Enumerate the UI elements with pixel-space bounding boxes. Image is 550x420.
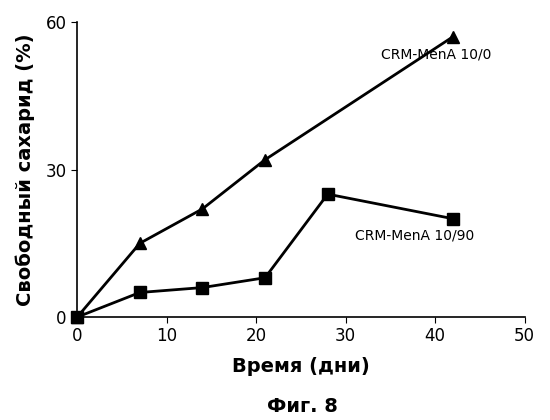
- Text: Фиг. 8: Фиг. 8: [267, 397, 338, 416]
- Text: CRM-MenA 10/0: CRM-MenA 10/0: [381, 47, 492, 61]
- Y-axis label: Свободный сахарид (%): Свободный сахарид (%): [15, 33, 35, 306]
- X-axis label: Время (дни): Время (дни): [232, 357, 370, 375]
- Text: CRM-MenA 10/90: CRM-MenA 10/90: [355, 228, 474, 243]
